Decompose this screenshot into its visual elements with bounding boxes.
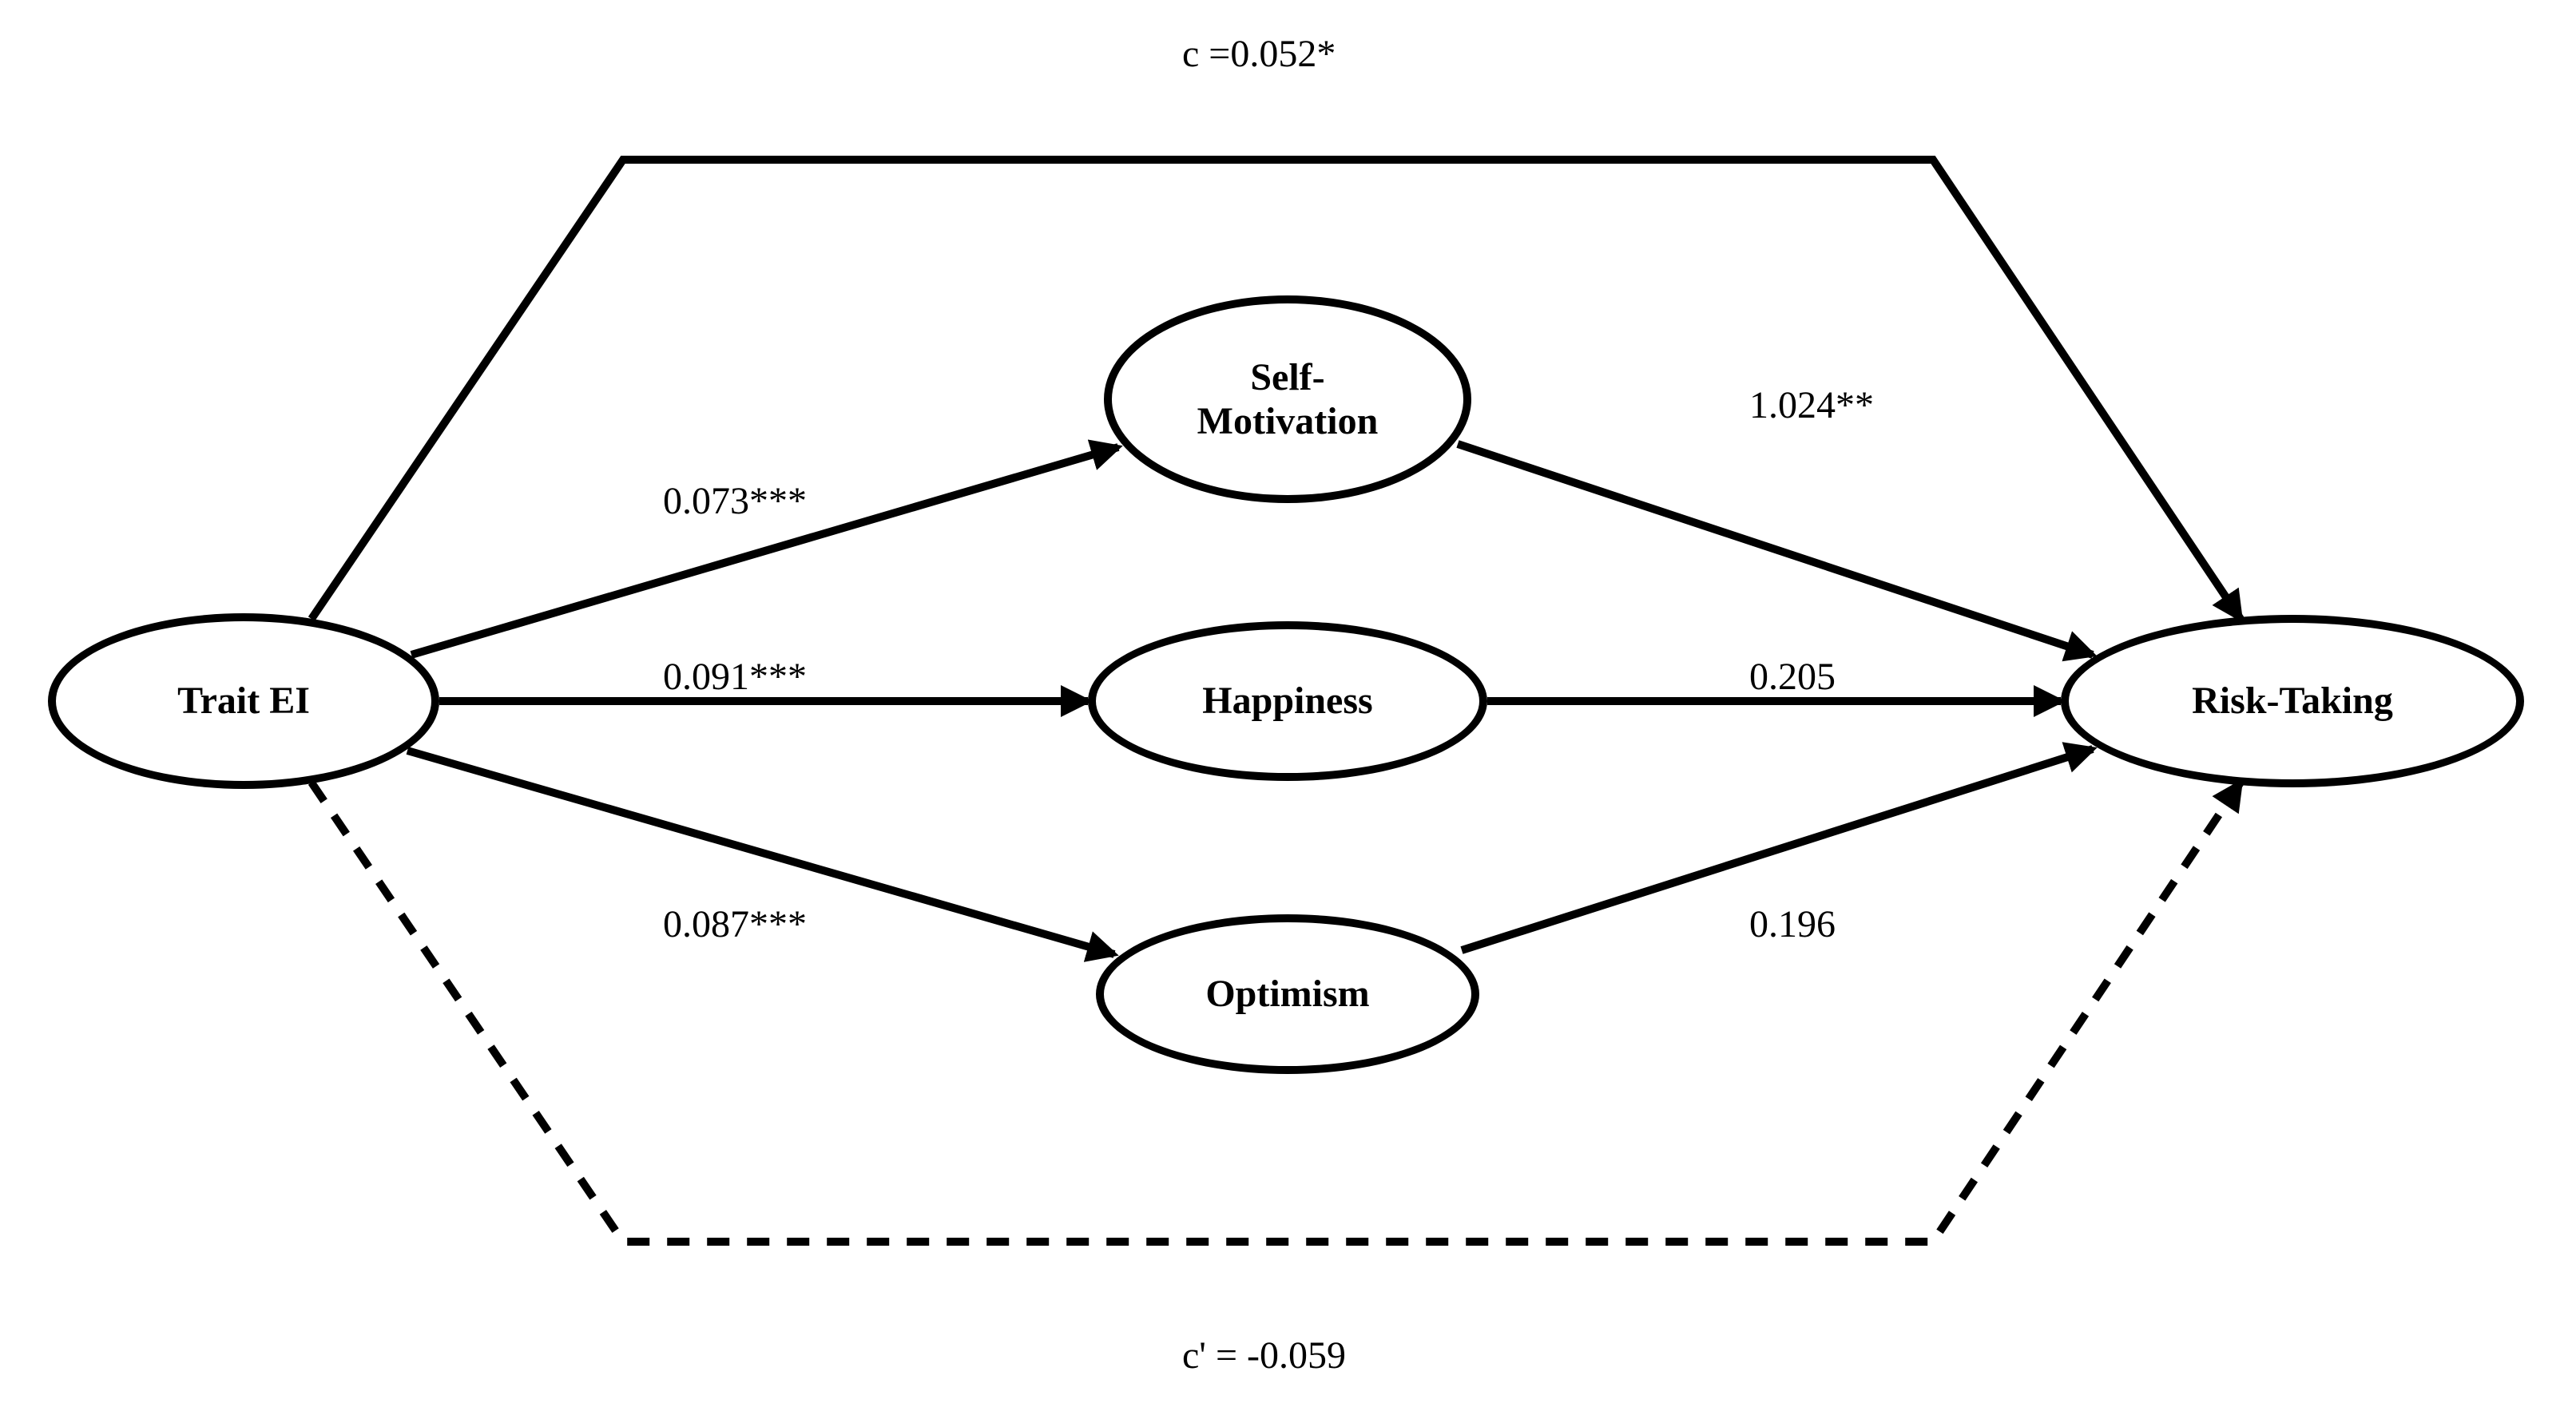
edge-label: 0.205 — [1749, 655, 1836, 699]
node-risk-taking: Risk-Taking — [2061, 615, 2524, 787]
edge-trait-ei-to-self-motivation — [411, 447, 1118, 655]
edge-label: 0.087*** — [663, 902, 807, 946]
node-optimism: Optimism — [1096, 914, 1479, 1074]
node-trait-ei: Trait EI — [48, 613, 439, 789]
edge-label: 0.091*** — [663, 655, 807, 699]
node-label: Optimism — [1205, 972, 1369, 1016]
edge-label: 0.196 — [1749, 902, 1836, 946]
node-label: Risk-Taking — [2192, 679, 2393, 723]
edge-label: 1.024** — [1749, 383, 1874, 427]
mediation-diagram: Trait EI Self- Motivation Happiness Optimis… — [0, 0, 2576, 1403]
node-self-motivation: Self- Motivation — [1104, 295, 1471, 503]
edge-label: c =0.052* — [1182, 32, 1336, 76]
node-label: Self- Motivation — [1197, 355, 1379, 443]
edge-self-motivation-to-risk-taking — [1458, 444, 2093, 655]
node-happiness: Happiness — [1088, 621, 1487, 781]
edge-label: c' = -0.059 — [1182, 1334, 1346, 1377]
node-label: Happiness — [1202, 679, 1372, 723]
node-label: Trait EI — [177, 679, 310, 723]
edge-label: 0.073*** — [663, 479, 807, 523]
